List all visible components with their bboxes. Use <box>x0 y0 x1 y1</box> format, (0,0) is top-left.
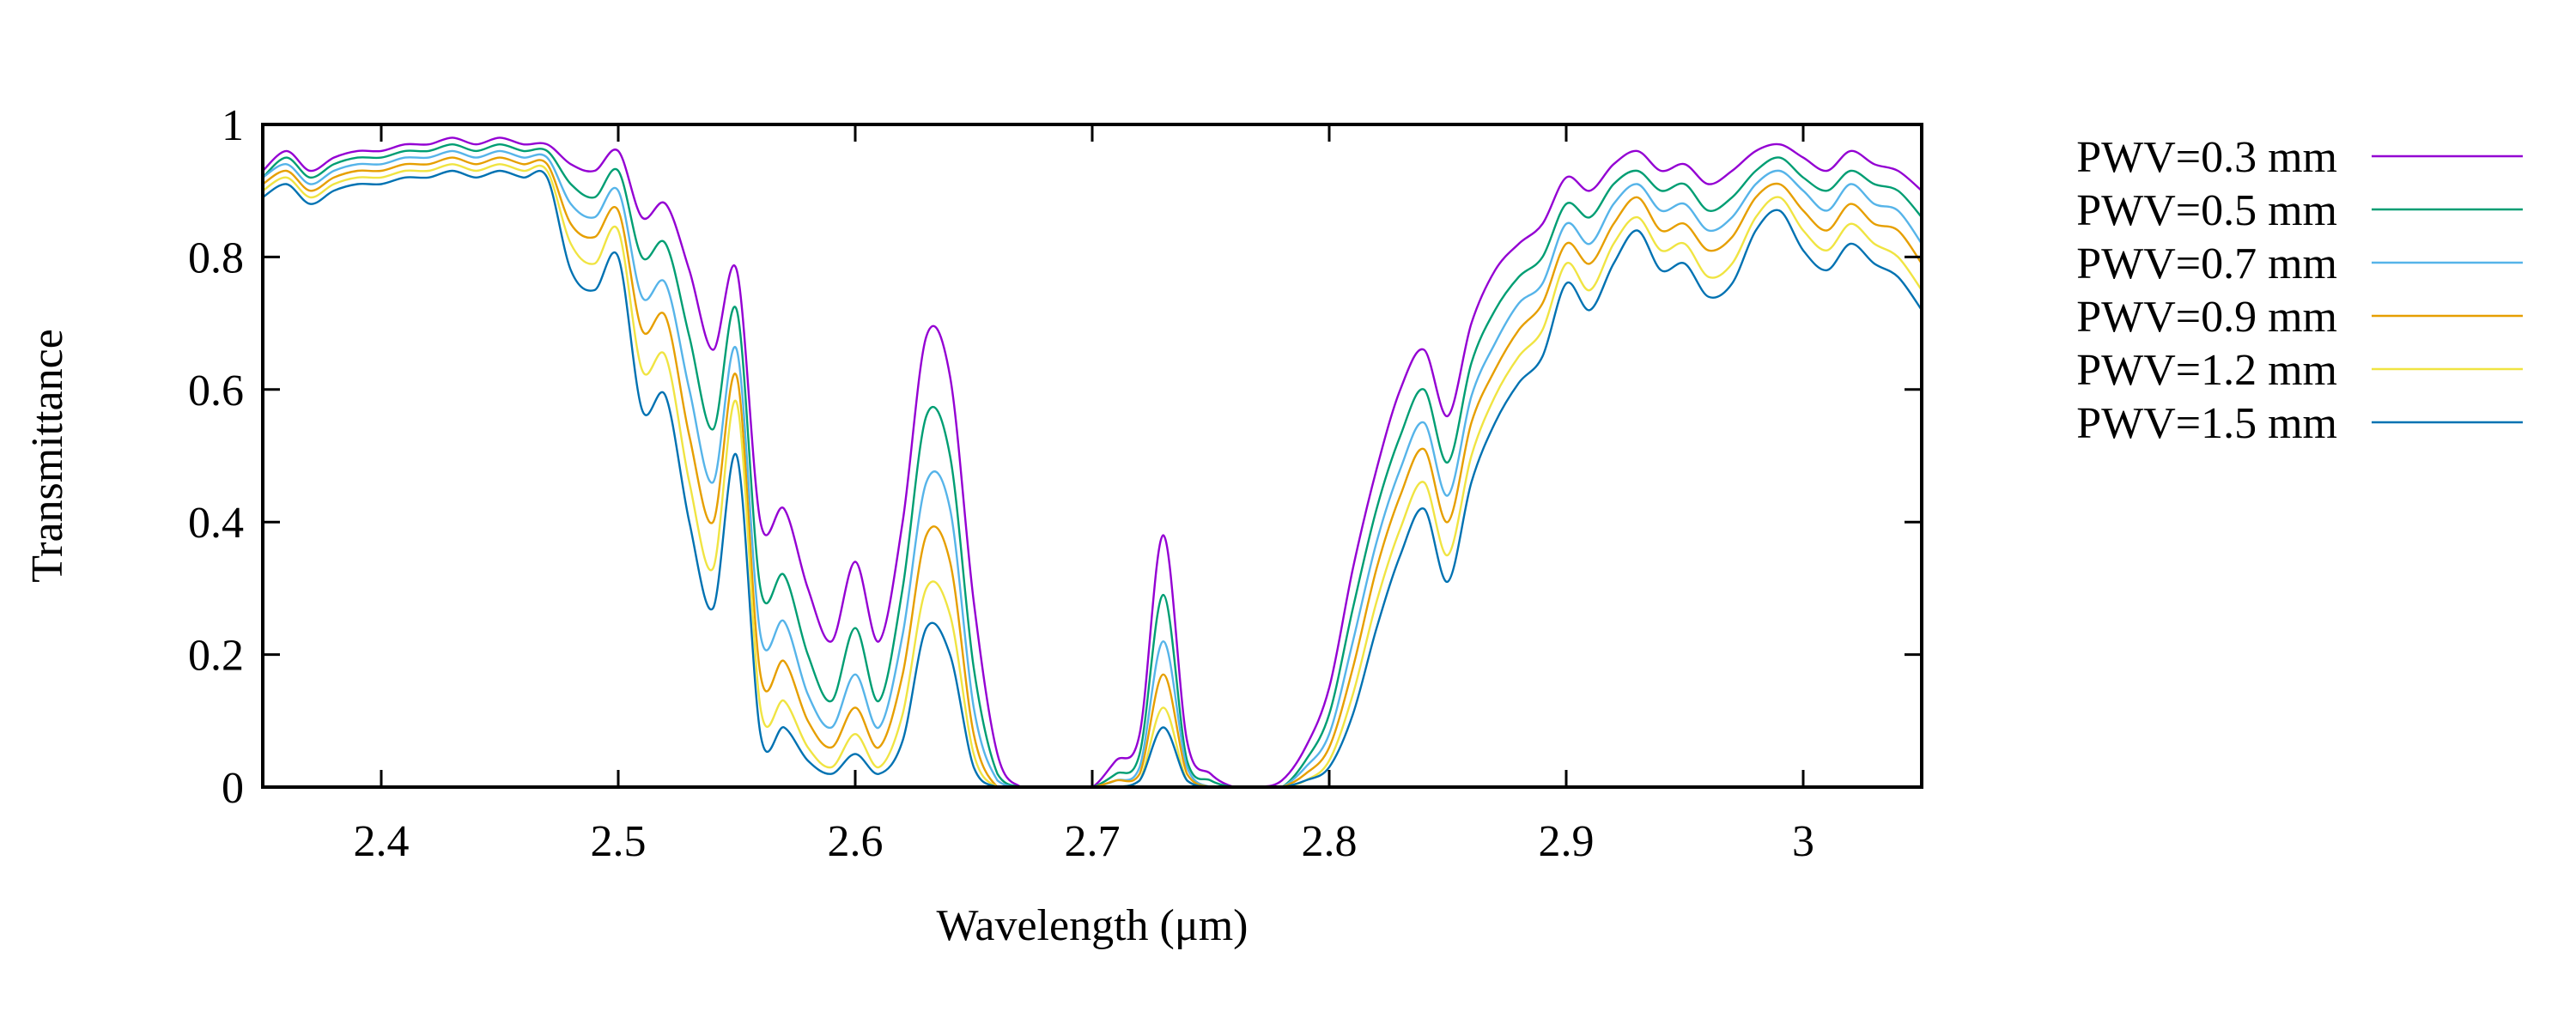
x-tick-label-2: 2.6 <box>828 817 884 866</box>
series-line-0 <box>262 136 1923 789</box>
y-tick-label-1: 0.2 <box>188 632 244 681</box>
series-line-1 <box>262 143 1923 789</box>
x-axis-title: Wavelength (μm) <box>936 901 1248 950</box>
x-tick-label-0: 2.4 <box>354 817 410 866</box>
x-tick-label-3: 2.7 <box>1065 817 1121 866</box>
tick-labels-group: 2.4 2.5 2.6 2.7 2.8 2.9 3 0 0.2 0.4 0.6 0.8 1 <box>188 101 1814 866</box>
y-tick-label-3: 0.6 <box>188 367 244 415</box>
axis-ticks-group <box>263 123 1922 789</box>
y-axis-title: Transmittance <box>23 329 72 583</box>
plot-series-group <box>262 136 1923 789</box>
x-tick-label-6: 3 <box>1792 817 1814 866</box>
y-tick-label-0: 0 <box>222 764 244 813</box>
x-tick-label-1: 2.5 <box>591 817 647 866</box>
x-tick-label-4: 2.8 <box>1302 817 1358 866</box>
legend-label-4: PWV=1.2 mm <box>2076 346 2337 395</box>
y-tick-label-2: 0.4 <box>188 499 244 548</box>
y-tick-label-4: 0.8 <box>188 233 244 282</box>
series-line-3 <box>262 156 1923 789</box>
legend-label-3: PWV=0.9 mm <box>2076 293 2337 342</box>
x-tick-label-5: 2.9 <box>1539 817 1595 866</box>
legend-label-5: PWV=1.5 mm <box>2076 399 2337 448</box>
plot-frame <box>261 123 1923 789</box>
legend-label-0: PWV=0.3 mm <box>2076 133 2337 182</box>
legend-label-2: PWV=0.7 mm <box>2076 239 2337 288</box>
legend-label-1: PWV=0.5 mm <box>2076 186 2337 235</box>
series-line-4 <box>262 163 1923 789</box>
y-tick-label-5: 1 <box>222 101 244 150</box>
series-line-5 <box>262 169 1923 789</box>
